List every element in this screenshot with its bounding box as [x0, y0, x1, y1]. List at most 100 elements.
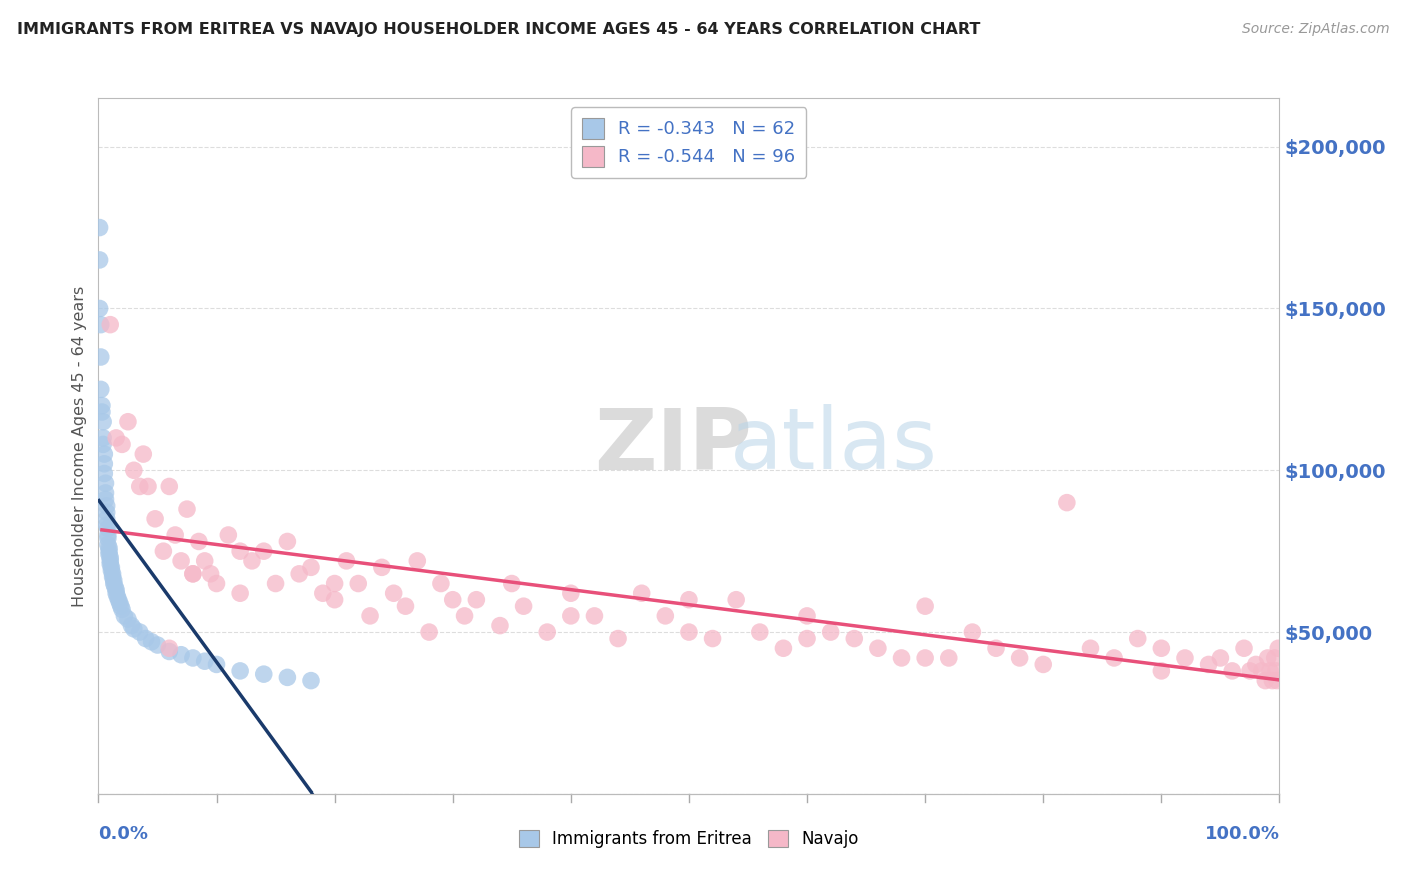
Point	[1102, 651, 1125, 665]
Point	[1261, 673, 1284, 688]
Point	[725, 592, 748, 607]
Point	[1254, 673, 1277, 688]
Point	[229, 586, 252, 600]
Point	[418, 625, 440, 640]
Point	[1008, 651, 1031, 665]
Point	[90, 350, 112, 364]
Point	[143, 512, 166, 526]
Point	[501, 576, 523, 591]
Point	[157, 644, 180, 658]
Point	[117, 612, 139, 626]
Point	[382, 586, 405, 600]
Point	[97, 531, 120, 545]
Point	[1233, 641, 1256, 656]
Point	[103, 574, 125, 588]
Point	[371, 560, 394, 574]
Point	[1150, 641, 1173, 656]
Text: atlas: atlas	[730, 404, 938, 488]
Point	[820, 625, 842, 640]
Point	[406, 554, 429, 568]
Point	[253, 667, 276, 681]
Point	[181, 566, 204, 581]
Point	[1198, 657, 1220, 672]
Point	[91, 399, 114, 413]
Point	[181, 651, 204, 665]
Point	[796, 632, 818, 646]
Point	[844, 632, 866, 646]
Point	[465, 592, 488, 607]
Point	[1220, 664, 1243, 678]
Point	[1267, 641, 1289, 656]
Point	[132, 447, 155, 461]
Point	[146, 638, 169, 652]
Point	[560, 586, 582, 600]
Point	[94, 492, 117, 507]
Point	[1239, 664, 1261, 678]
Point	[1264, 651, 1286, 665]
Point	[105, 586, 128, 600]
Point	[93, 457, 115, 471]
Point	[91, 405, 114, 419]
Text: 0.0%: 0.0%	[98, 825, 149, 843]
Point	[105, 582, 128, 597]
Point	[181, 566, 204, 581]
Point	[536, 625, 558, 640]
Point	[122, 463, 145, 477]
Point	[122, 622, 145, 636]
Point	[441, 592, 464, 607]
Point	[93, 467, 115, 481]
Point	[1250, 664, 1272, 678]
Point	[110, 599, 132, 614]
Point	[117, 415, 139, 429]
Point	[121, 618, 143, 632]
Point	[170, 648, 193, 662]
Point	[217, 528, 239, 542]
Point	[112, 608, 135, 623]
Point	[97, 528, 120, 542]
Point	[512, 599, 534, 614]
Point	[1209, 651, 1232, 665]
Point	[187, 534, 209, 549]
Point	[914, 599, 936, 614]
Point	[89, 252, 111, 267]
Point	[276, 534, 298, 549]
Point	[96, 499, 118, 513]
Point	[205, 657, 228, 672]
Point	[560, 608, 582, 623]
Point	[96, 505, 118, 519]
Point	[866, 641, 889, 656]
Point	[323, 576, 346, 591]
Point	[176, 502, 198, 516]
Point	[264, 576, 287, 591]
Point	[152, 544, 174, 558]
Point	[136, 479, 159, 493]
Text: ZIP: ZIP	[595, 404, 752, 488]
Text: Source: ZipAtlas.com: Source: ZipAtlas.com	[1241, 22, 1389, 37]
Point	[299, 673, 322, 688]
Point	[1126, 632, 1149, 646]
Point	[97, 538, 120, 552]
Point	[98, 557, 121, 571]
Point	[194, 554, 217, 568]
Point	[1257, 651, 1279, 665]
Point	[288, 566, 311, 581]
Point	[678, 625, 700, 640]
Point	[1244, 657, 1267, 672]
Point	[135, 632, 157, 646]
Point	[1032, 657, 1054, 672]
Point	[299, 560, 322, 574]
Point	[90, 383, 112, 397]
Point	[1056, 495, 1078, 509]
Point	[938, 651, 960, 665]
Text: IMMIGRANTS FROM ERITREA VS NAVAJO HOUSEHOLDER INCOME AGES 45 - 64 YEARS CORRELAT: IMMIGRANTS FROM ERITREA VS NAVAJO HOUSEH…	[17, 22, 980, 37]
Point	[359, 608, 381, 623]
Point	[141, 634, 163, 648]
Point	[101, 570, 124, 584]
Point	[253, 544, 276, 558]
Point	[453, 608, 475, 623]
Point	[104, 580, 127, 594]
Point	[276, 670, 298, 684]
Point	[98, 544, 121, 558]
Point	[630, 586, 652, 600]
Point	[97, 522, 120, 536]
